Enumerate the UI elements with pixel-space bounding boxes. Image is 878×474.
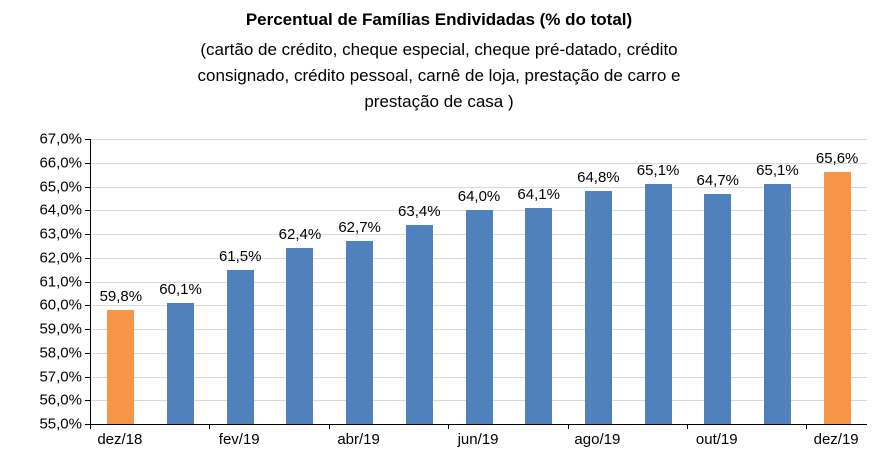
bar bbox=[584, 191, 612, 424]
bar bbox=[704, 193, 732, 424]
x-axis-tick bbox=[328, 425, 330, 429]
bar-value-label: 62,4% bbox=[278, 226, 322, 244]
bar bbox=[465, 210, 493, 424]
x-axis-tick bbox=[686, 425, 688, 429]
bar-value-label: 64,8% bbox=[577, 169, 620, 187]
chart-subtitle-line: (cartão de crédito, cheque especial, che… bbox=[200, 40, 678, 59]
bar-value-label: 62,7% bbox=[338, 219, 381, 237]
x-axis-tick-label: out/19 bbox=[695, 431, 738, 448]
y-axis-tick-label: 65,0% bbox=[39, 178, 82, 195]
bar bbox=[226, 269, 254, 424]
bar bbox=[763, 184, 791, 424]
bar-value-label: 64,7% bbox=[696, 171, 740, 189]
bar bbox=[167, 302, 195, 424]
bar-value-label: 61,5% bbox=[218, 247, 262, 265]
y-axis-tick-label: 55,0% bbox=[39, 415, 82, 433]
y-axis-tick-label: 62,0% bbox=[39, 249, 82, 267]
bar bbox=[346, 241, 374, 424]
x-axis-tick-label: dez/19 bbox=[813, 431, 859, 448]
bar-value-label: 65,1% bbox=[636, 162, 680, 180]
y-axis-tick-label: 63,0% bbox=[39, 225, 82, 243]
bar-value-label: 64,1% bbox=[517, 185, 560, 203]
chart-title: Percentual de Famílias Endividadas (% do… bbox=[245, 10, 633, 29]
x-axis-tick bbox=[209, 425, 211, 429]
y-axis-tick-label: 67,0% bbox=[39, 130, 82, 148]
bar bbox=[644, 184, 672, 424]
chart-subtitle-line: prestação de casa ) bbox=[364, 92, 514, 111]
x-axis-tick-label: jun/19 bbox=[457, 431, 499, 448]
bar-value-label: 65,6% bbox=[815, 150, 859, 168]
y-axis-tick-label: 61,0% bbox=[39, 273, 82, 290]
y-axis-tick-label: 57,0% bbox=[39, 368, 82, 385]
bar-value-label: 65,1% bbox=[756, 162, 799, 180]
x-axis-tick bbox=[567, 425, 569, 429]
x-axis-tick bbox=[90, 425, 91, 429]
y-axis-tick-label: 59,0% bbox=[39, 320, 82, 338]
bar bbox=[823, 172, 851, 424]
y-axis-tick-label: 56,0% bbox=[39, 391, 82, 409]
x-axis-tick-label: abr/19 bbox=[337, 431, 380, 448]
bar bbox=[286, 248, 314, 424]
bar-value-label: 59,8% bbox=[99, 288, 143, 305]
chart-subtitle: (cartão de crédito, cheque especial, che… bbox=[0, 37, 878, 115]
x-axis-tick bbox=[806, 425, 808, 429]
bar-value-label: 64,0% bbox=[457, 188, 501, 206]
plot-area: 59,8% 60,1% 61,5% 62,4% 62,7% 63,4% 64,0% 64,1%… bbox=[90, 139, 867, 425]
bar bbox=[107, 310, 135, 424]
bar-value-label: 60,1% bbox=[159, 280, 202, 298]
chart-subtitle-line: consignado, crédito pessoal, carnê de lo… bbox=[197, 66, 681, 85]
bar-value-label: 63,4% bbox=[398, 202, 441, 220]
x-axis-tick-label: ago/19 bbox=[574, 431, 621, 448]
y-axis-tick-label: 60,0% bbox=[39, 296, 82, 314]
x-axis-tick bbox=[448, 425, 450, 429]
bar bbox=[405, 224, 433, 424]
gridline bbox=[91, 162, 867, 164]
gridline bbox=[91, 186, 867, 188]
gridline bbox=[91, 139, 867, 140]
y-axis-tick-label: 66,0% bbox=[39, 154, 82, 172]
x-axis-tick-label: dez/18 bbox=[97, 431, 143, 448]
bar bbox=[525, 207, 553, 424]
y-axis-tick-label: 58,0% bbox=[39, 344, 82, 362]
y-axis-tick-label: 64,0% bbox=[39, 201, 82, 219]
x-axis-tick-label: fev/19 bbox=[218, 431, 260, 448]
